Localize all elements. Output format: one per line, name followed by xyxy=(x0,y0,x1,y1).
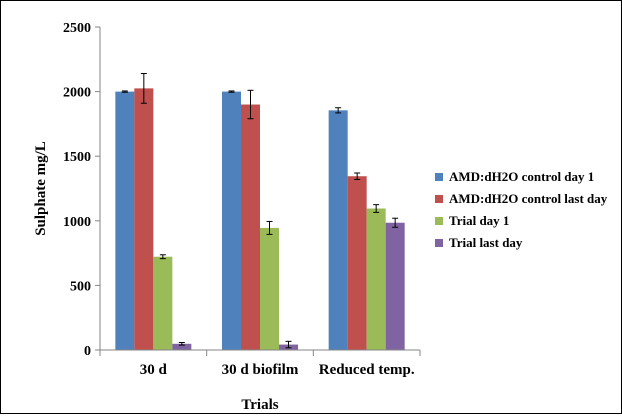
bar xyxy=(385,222,405,350)
error-bar xyxy=(354,172,361,180)
y-tick-label: 1500 xyxy=(63,150,91,165)
legend-swatch xyxy=(435,217,443,225)
error-bar xyxy=(178,342,185,346)
error-bar xyxy=(285,340,292,349)
error-bar xyxy=(373,204,380,213)
y-axis-ticks: 0 500 1000 1500 2000 2500 xyxy=(63,21,100,359)
legend: AMD:dH2O control day 1 AMD:dH2O control l… xyxy=(435,169,608,250)
x-axis-label: Trials xyxy=(241,397,278,413)
bar xyxy=(241,104,260,351)
legend-label: AMD:dH2O control day 1 xyxy=(449,169,594,184)
legend-item: AMD:dH2O control last day xyxy=(435,191,608,206)
bar xyxy=(328,110,348,350)
y-axis-label: Sulphate mg/L xyxy=(33,141,49,236)
legend-swatch xyxy=(435,239,443,247)
bar xyxy=(260,227,279,350)
bar xyxy=(115,91,135,350)
legend-item: Trial last day xyxy=(435,235,523,250)
y-tick-label: 0 xyxy=(84,344,91,359)
bar xyxy=(134,88,154,351)
bar xyxy=(153,256,173,350)
legend-swatch xyxy=(435,173,443,181)
error-bar xyxy=(121,90,128,93)
bar xyxy=(222,91,241,350)
y-tick-label: 500 xyxy=(70,279,91,294)
y-tick-label: 2000 xyxy=(63,86,91,101)
legend-label: Trial day 1 xyxy=(449,213,509,228)
x-tick-label: 30 d biofilm xyxy=(222,362,299,378)
legend-label: Trial last day xyxy=(449,235,523,250)
error-bar xyxy=(159,254,166,260)
error-bar xyxy=(266,220,273,235)
bars xyxy=(115,88,405,351)
bar xyxy=(172,343,192,350)
error-bar xyxy=(247,89,254,120)
legend-swatch xyxy=(435,195,443,203)
error-bar xyxy=(140,73,147,104)
y-tick-label: 1000 xyxy=(63,215,91,230)
error-bar xyxy=(392,217,399,228)
x-tick-label: 30 d xyxy=(140,362,168,378)
x-axis-ticks: 30 d 30 d biofilm Reduced temp. xyxy=(99,350,421,378)
bar xyxy=(347,176,367,350)
bar xyxy=(366,208,386,350)
y-tick-label: 2500 xyxy=(63,21,91,36)
error-bar xyxy=(228,90,235,93)
error-bar xyxy=(335,107,342,114)
legend-label: AMD:dH2O control last day xyxy=(449,191,608,206)
error-bars xyxy=(121,73,399,349)
legend-item: Trial day 1 xyxy=(435,213,509,228)
legend-item: AMD:dH2O control day 1 xyxy=(435,169,594,184)
x-tick-label: Reduced temp. xyxy=(319,362,415,378)
